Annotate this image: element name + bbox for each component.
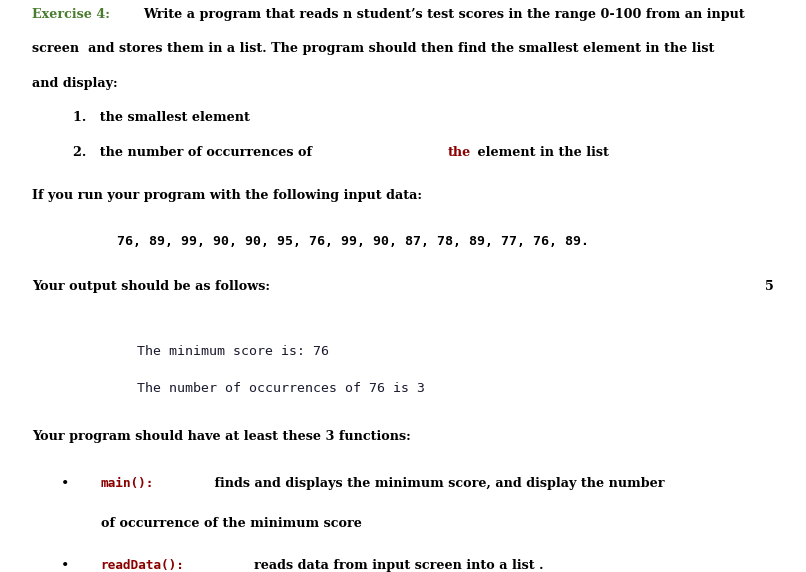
Text: 5: 5	[765, 280, 774, 293]
Text: reads data from input screen into a list .: reads data from input screen into a list…	[254, 559, 543, 572]
Text: The number of occurrences of 76 is 3: The number of occurrences of 76 is 3	[137, 382, 425, 395]
Text: •: •	[60, 559, 69, 572]
Text: 2.   the number of occurrences of: 2. the number of occurrences of	[73, 146, 316, 158]
Text: 76, 89, 99, 90, 90, 95, 76, 99, 90, 87, 78, 89, 77, 76, 89.: 76, 89, 99, 90, 90, 95, 76, 99, 90, 87, …	[117, 235, 589, 248]
Text: Your output should be as follows:: Your output should be as follows:	[32, 280, 270, 293]
Text: the: the	[447, 146, 471, 158]
Text: element in the list: element in the list	[473, 146, 609, 158]
Text: •: •	[60, 477, 69, 491]
Text: Your program should have at least these 3 functions:: Your program should have at least these …	[32, 430, 411, 443]
Text: finds and displays the minimum score, and display the number: finds and displays the minimum score, an…	[210, 477, 664, 490]
Text: If you run your program with the following input data:: If you run your program with the followi…	[32, 189, 422, 202]
Text: readData():: readData():	[101, 559, 185, 572]
Text: Write a program that reads n student’s test scores in the range 0-100 from an in: Write a program that reads n student’s t…	[143, 8, 746, 21]
Text: of occurrence of the minimum score: of occurrence of the minimum score	[101, 517, 362, 530]
Text: main():: main():	[101, 477, 154, 490]
Text: 1.   the smallest element: 1. the smallest element	[73, 111, 249, 124]
Text: Exercise 4:: Exercise 4:	[32, 8, 110, 21]
Text: and display:: and display:	[32, 77, 118, 90]
Text: The minimum score is: 76: The minimum score is: 76	[137, 344, 329, 358]
Text: screen  and stores them in a list. The program should then find the smallest ele: screen and stores them in a list. The pr…	[32, 42, 715, 55]
